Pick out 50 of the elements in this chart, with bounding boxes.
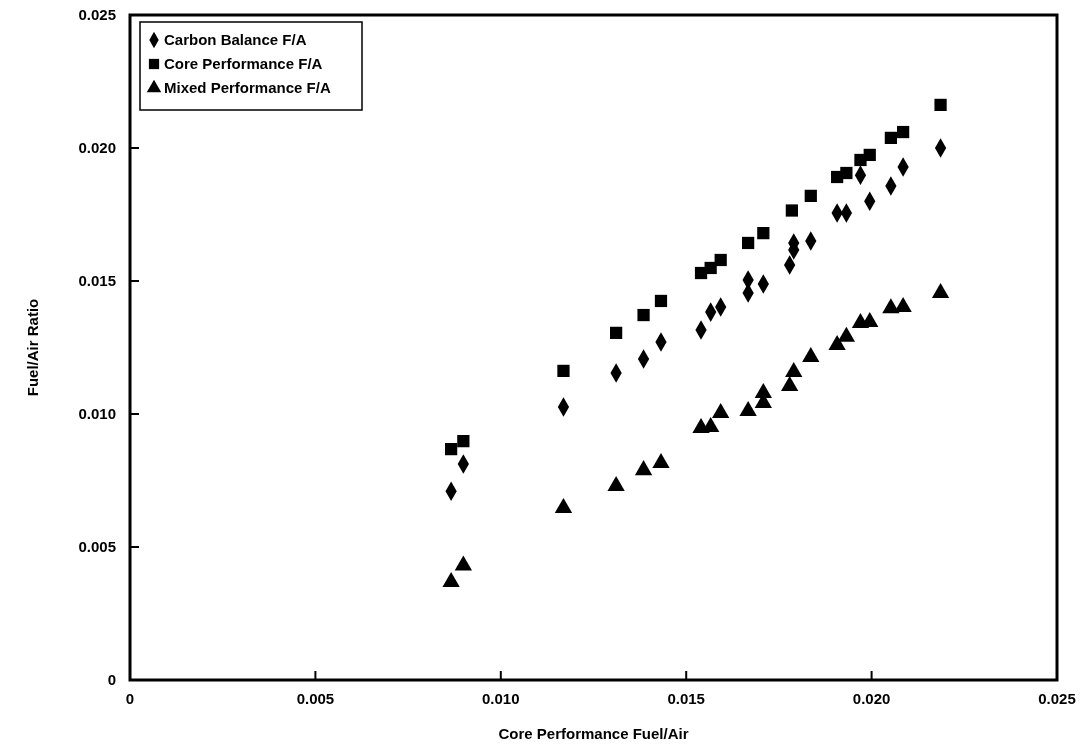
point [557, 364, 570, 378]
point [840, 166, 853, 180]
legend-label: Mixed Performance F/A [164, 79, 331, 96]
y-tick-label: 0.010 [78, 405, 116, 422]
point [654, 294, 668, 308]
y-tick-label: 0.005 [78, 538, 116, 555]
point [652, 452, 670, 468]
y-axis-title: Fuel/Air Ratio [24, 298, 41, 397]
point [804, 189, 817, 202]
point [714, 253, 727, 267]
point [802, 347, 820, 363]
point [894, 297, 912, 313]
point [704, 261, 717, 275]
x-tick-label: 0.005 [296, 690, 335, 707]
point [739, 401, 757, 417]
point [634, 460, 653, 476]
x-tick-label: 0 [125, 690, 135, 707]
point [754, 382, 772, 398]
point [882, 298, 900, 314]
y-tick-label: 0.015 [78, 272, 116, 289]
y-tick-label: 0 [107, 671, 116, 688]
point [884, 131, 897, 145]
point [837, 326, 856, 342]
x-tick-label: 0.010 [482, 690, 520, 707]
legend-label: Carbon Balance F/A [164, 31, 307, 48]
point [607, 476, 625, 492]
point [637, 308, 650, 322]
point [609, 326, 623, 339]
x-tick-label: 0.015 [667, 690, 705, 707]
point [934, 98, 947, 112]
y-tick-label: 0.025 [78, 6, 116, 23]
point [828, 335, 846, 351]
point [742, 236, 755, 250]
point [896, 125, 910, 139]
point [712, 402, 730, 418]
point [863, 148, 876, 162]
point [785, 361, 803, 377]
point [780, 376, 799, 392]
point [785, 204, 798, 217]
point [442, 572, 460, 588]
x-tick-label: 0.020 [852, 690, 891, 707]
x-axis-title: Core Performance Fuel/Air [498, 725, 689, 742]
y-tick-label: 0.020 [78, 139, 116, 156]
point [757, 227, 770, 240]
point [554, 497, 573, 513]
point [454, 555, 473, 571]
point [444, 442, 458, 456]
point [457, 435, 470, 448]
x-tick-label: 0.025 [1038, 690, 1076, 707]
legend-label: Core Performance F/A [164, 55, 323, 72]
